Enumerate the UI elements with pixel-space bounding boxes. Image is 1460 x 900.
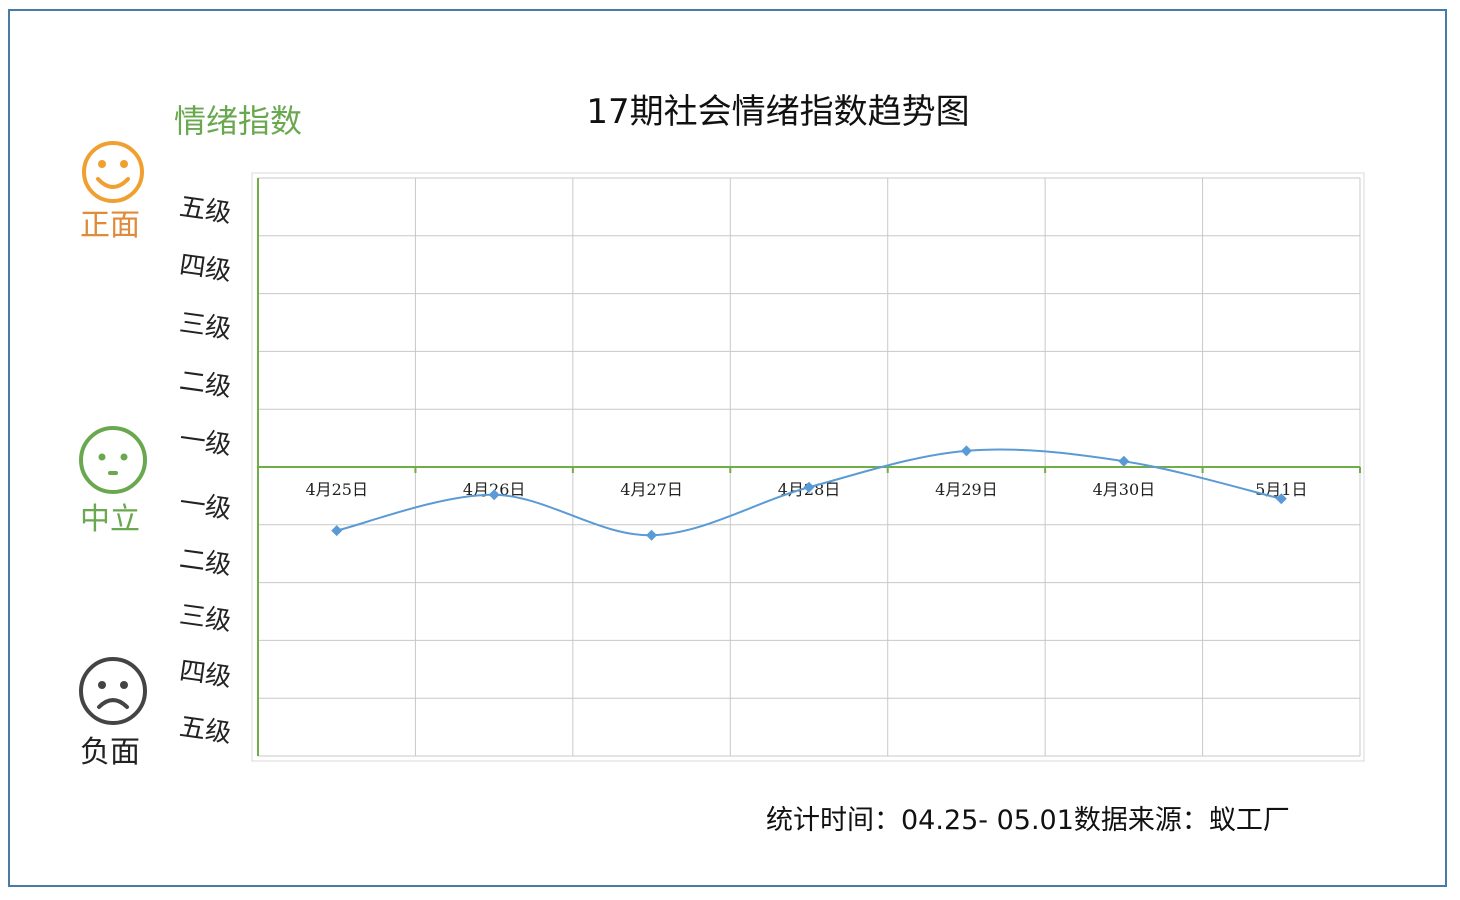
data-point xyxy=(1118,455,1130,467)
data-point xyxy=(1275,493,1287,505)
outer-frame xyxy=(8,9,1447,887)
neutral-face-icon xyxy=(79,426,147,494)
data-point xyxy=(331,525,343,537)
smiley-face-icon xyxy=(82,141,144,203)
footer: 统计时间：04.25- 05.01数据来源：蚁工厂 xyxy=(766,798,1290,837)
period-value: 04.25- 05.01 xyxy=(901,805,1074,836)
x-tick-label: 4月29日 xyxy=(935,480,998,499)
period-label: 统计时间： xyxy=(766,805,901,836)
sad-face-icon xyxy=(79,657,147,725)
x-tick-label: 4月25日 xyxy=(305,480,368,499)
negative-label: 负面 xyxy=(80,735,140,770)
neutral-label: 中立 xyxy=(80,502,140,537)
chart-title: 17期社会情绪指数趋势图 xyxy=(586,92,970,132)
data-point xyxy=(803,481,815,493)
x-tick-label: 5月1日 xyxy=(1255,480,1307,499)
data-point xyxy=(488,489,500,501)
data-point xyxy=(646,529,658,541)
plot-border xyxy=(251,172,1365,762)
positive-label: 正面 xyxy=(80,208,140,243)
source-label: 数据来源： xyxy=(1073,805,1209,836)
x-tick-label: 4月30日 xyxy=(1093,480,1156,499)
data-point xyxy=(960,445,972,457)
index-label: 情绪指数 xyxy=(174,102,303,140)
x-tick-label: 4月27日 xyxy=(620,480,683,499)
source-value: 蚁工厂 xyxy=(1208,805,1290,836)
